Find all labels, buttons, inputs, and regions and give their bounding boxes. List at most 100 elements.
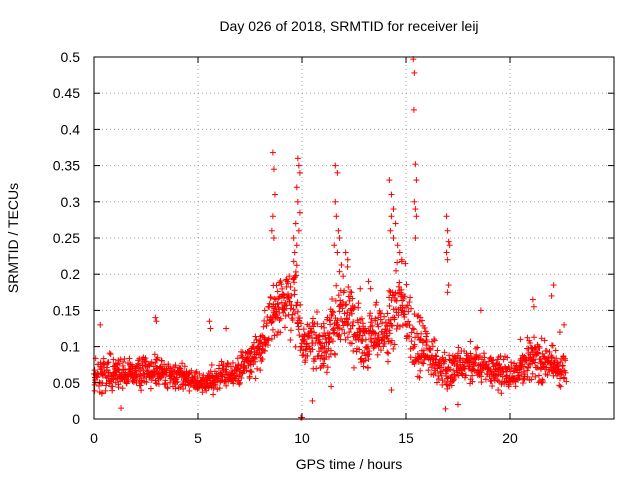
data-point xyxy=(288,292,295,299)
data-point xyxy=(407,354,414,361)
data-point xyxy=(469,372,476,379)
data-point xyxy=(371,329,378,336)
data-point xyxy=(336,235,343,241)
data-point xyxy=(513,362,520,369)
data-point xyxy=(309,346,316,353)
data-point xyxy=(313,308,320,315)
data-point xyxy=(367,319,374,326)
data-point xyxy=(498,390,505,397)
data-point xyxy=(274,288,281,295)
y-tick-label: 0.2 xyxy=(61,266,81,282)
data-point xyxy=(411,198,418,205)
data-point xyxy=(424,330,431,337)
data-point xyxy=(269,149,276,156)
data-point xyxy=(303,340,310,347)
data-point xyxy=(525,364,532,371)
data-point xyxy=(98,364,105,371)
data-point xyxy=(333,213,340,220)
data-point xyxy=(350,347,357,354)
data-point xyxy=(321,324,328,331)
data-point xyxy=(290,235,297,241)
data-point xyxy=(420,338,427,345)
data-point xyxy=(556,329,563,336)
data-point xyxy=(344,256,351,263)
data-point xyxy=(386,287,393,294)
data-point xyxy=(271,332,278,339)
data-point xyxy=(521,371,528,378)
data-point xyxy=(307,328,314,335)
data-point xyxy=(521,363,528,370)
x-tick-label: 15 xyxy=(398,430,414,446)
y-tick-label: 0.3 xyxy=(61,194,81,210)
data-point xyxy=(121,355,128,362)
data-point xyxy=(305,333,312,340)
data-point xyxy=(536,345,543,352)
data-point xyxy=(381,313,388,320)
data-point xyxy=(91,367,98,374)
data-point xyxy=(210,391,217,398)
data-point xyxy=(406,333,413,340)
data-point xyxy=(528,376,535,383)
data-point xyxy=(261,307,268,314)
data-point xyxy=(346,329,353,336)
data-point xyxy=(455,344,462,351)
data-point xyxy=(416,374,423,381)
data-point xyxy=(188,367,195,374)
data-point xyxy=(394,259,401,266)
data-point xyxy=(344,263,351,270)
data-point xyxy=(336,308,343,315)
data-point xyxy=(115,384,122,391)
data-point xyxy=(400,295,407,302)
data-point xyxy=(562,369,569,376)
data-point xyxy=(393,325,400,332)
data-point xyxy=(329,338,336,345)
data-point xyxy=(452,373,459,380)
data-point xyxy=(268,335,275,342)
data-point xyxy=(377,316,384,323)
data-point xyxy=(300,337,307,344)
data-point xyxy=(365,343,372,350)
data-point xyxy=(134,373,141,380)
data-point xyxy=(291,291,298,298)
data-point xyxy=(287,327,294,334)
data-point xyxy=(462,372,469,379)
data-point xyxy=(485,358,492,365)
data-point xyxy=(419,359,426,366)
data-point xyxy=(310,323,317,330)
data-point xyxy=(268,227,275,234)
data-point xyxy=(378,337,385,344)
y-tick-label: 0.15 xyxy=(53,302,80,318)
data-point xyxy=(287,305,294,312)
data-point xyxy=(314,320,321,327)
data-point xyxy=(385,358,392,365)
data-point xyxy=(423,342,430,349)
data-point xyxy=(537,356,544,363)
data-point xyxy=(406,321,413,328)
data-point xyxy=(282,312,289,319)
data-point xyxy=(335,227,342,234)
data-point xyxy=(340,273,347,280)
data-point xyxy=(167,379,174,386)
data-point xyxy=(429,360,436,367)
data-point xyxy=(433,379,440,386)
data-point xyxy=(410,106,417,113)
data-point xyxy=(367,310,374,317)
data-point xyxy=(431,336,438,343)
data-point xyxy=(286,298,293,305)
data-point xyxy=(329,295,336,302)
data-point xyxy=(306,345,313,352)
data-point xyxy=(358,315,365,322)
data-point xyxy=(444,385,451,392)
data-point xyxy=(359,338,366,345)
data-point xyxy=(392,220,399,227)
data-point xyxy=(396,323,403,330)
data-point xyxy=(332,351,339,358)
data-point xyxy=(327,321,334,328)
data-point xyxy=(172,362,179,369)
data-point xyxy=(290,306,297,313)
data-point xyxy=(137,365,144,372)
data-point xyxy=(238,374,245,381)
data-point xyxy=(274,300,281,307)
data-point xyxy=(334,317,341,324)
data-point xyxy=(411,341,418,348)
